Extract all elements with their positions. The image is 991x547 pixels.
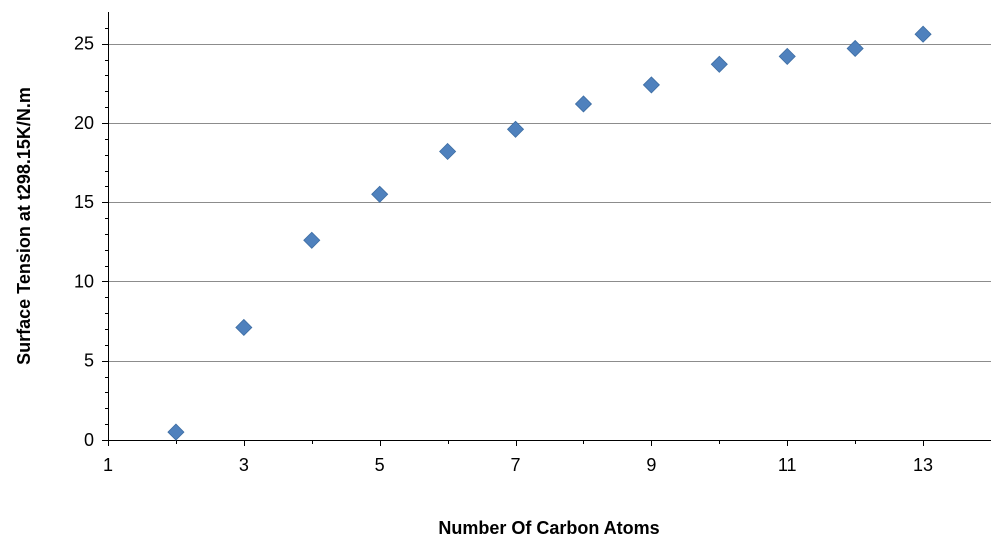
data-point-13 [914, 25, 932, 43]
data-point-8 [574, 95, 593, 113]
y-tick-label-5: 5 [84, 351, 94, 371]
x-tick-label-9: 9 [646, 455, 656, 475]
y-tick-label-0: 0 [84, 430, 94, 450]
y-tick-label-25: 25 [74, 34, 94, 54]
data-point-5 [371, 185, 389, 203]
x-tick-label-7: 7 [511, 455, 521, 475]
data-point-11 [778, 47, 796, 65]
x-axis-title: Number Of Carbon Atoms [438, 518, 659, 538]
data-point-3 [235, 318, 253, 337]
axes [108, 12, 991, 441]
data-point-7 [506, 120, 525, 138]
x-tick-label-1: 1 [103, 455, 113, 475]
x-tick-label-11: 11 [778, 455, 797, 475]
data-point-2 [167, 423, 185, 441]
data-point-4 [303, 231, 321, 249]
tick-marks [102, 28, 924, 446]
y-axis-title: Surface Tension at t298.15K/N.m [14, 87, 34, 365]
data-point-6 [439, 142, 457, 161]
data-points [167, 25, 932, 441]
x-tick-label-3: 3 [239, 455, 249, 475]
data-point-10 [710, 55, 728, 73]
x-tick-label-5: 5 [375, 455, 385, 475]
data-point-12 [846, 39, 864, 58]
y-tick-label-15: 15 [74, 192, 94, 212]
y-tick-label-20: 20 [74, 113, 94, 133]
gridlines [108, 44, 991, 362]
y-tick-label-10: 10 [74, 271, 94, 291]
data-point-9 [642, 76, 660, 94]
x-tick-label-13: 13 [913, 455, 933, 475]
